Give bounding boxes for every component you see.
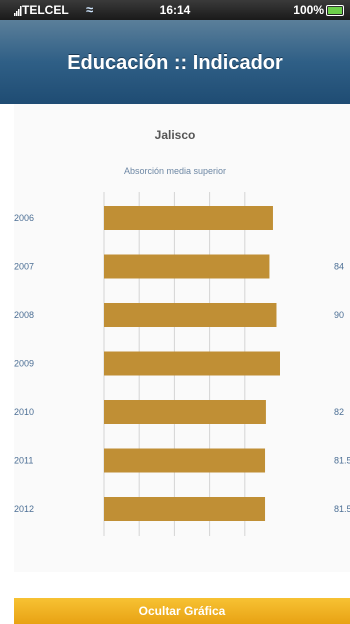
- bar-chart: 2006 2007 84 2008 90 2009 2010 82 2011 81.5 2012 81…: [14, 192, 350, 536]
- chart-title: Jalisco: [154, 128, 196, 142]
- page-title: Educación :: Indicador: [67, 52, 283, 74]
- bar: [104, 400, 266, 424]
- value-label: 82: [334, 407, 344, 417]
- status-bar: TELCEL ≈ 16:14 100%: [0, 0, 350, 20]
- battery-icon: [326, 5, 344, 16]
- category-label: 2012: [14, 504, 34, 514]
- value-label: 81.5: [334, 504, 350, 514]
- category-label: 2008: [14, 310, 34, 320]
- clock-time: 16:14: [159, 3, 191, 17]
- category-label: 2007: [14, 262, 34, 272]
- category-label: 2009: [14, 359, 34, 369]
- bar: [104, 206, 273, 230]
- carrier-name: TELCEL: [22, 3, 69, 17]
- value-label: 90: [334, 310, 344, 320]
- battery-percent: 100%: [293, 3, 324, 17]
- bar: [104, 448, 266, 473]
- bar: [104, 351, 280, 376]
- chart-subtitle: Absorción media superior: [123, 166, 227, 176]
- hide-chart-button[interactable]: Ocultar Gráfica: [14, 598, 350, 624]
- signal-strength-icon: [14, 6, 22, 16]
- category-label: 2011: [14, 456, 33, 466]
- navigation-bar: Educación :: Indicador: [0, 20, 350, 104]
- bar: [104, 254, 270, 279]
- wifi-icon: ≈: [86, 2, 94, 17]
- bar: [104, 303, 277, 327]
- chart-panel: [14, 104, 350, 572]
- value-label: 84: [334, 262, 344, 272]
- bar: [104, 497, 266, 521]
- value-label: 81.5: [334, 456, 350, 466]
- category-label: 2006: [14, 213, 34, 223]
- category-label: 2010: [14, 407, 34, 417]
